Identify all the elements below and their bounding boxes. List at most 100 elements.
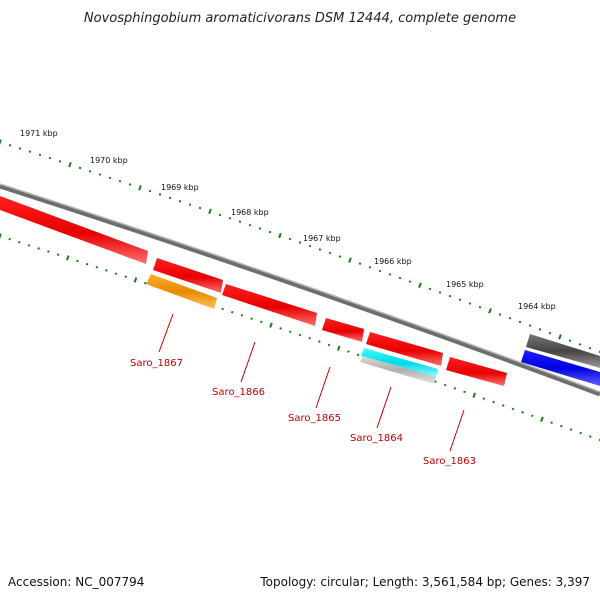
inner-scale-minor-tick xyxy=(347,350,350,353)
inner-scale-minor-tick xyxy=(27,244,31,247)
feature-orange[interactable] xyxy=(146,274,217,309)
scale-label-1971: 1971 kbp xyxy=(20,129,58,138)
gene-label-saro-1864[interactable]: Saro_1864 xyxy=(350,433,403,444)
inner-scale-minor-tick xyxy=(105,269,108,272)
inner-scale-minor-tick xyxy=(560,424,563,428)
inner-scale-minor-tick xyxy=(18,240,21,244)
outer-scale-minor-tick xyxy=(248,223,252,227)
feature-cyan[interactable] xyxy=(361,348,438,378)
accession-text: Accession: NC_007794 xyxy=(8,575,145,589)
outer-scale-minor-tick xyxy=(428,287,432,291)
outer-scale-major-tick xyxy=(488,308,492,314)
outer-scale-minor-tick xyxy=(528,324,532,327)
inner-scale-minor-tick xyxy=(443,383,447,387)
outer-scale-minor-tick xyxy=(538,328,542,331)
outer-scale-minor-tick xyxy=(388,273,392,276)
scale-label-1965: 1965 kbp xyxy=(446,280,484,289)
outer-scale-major-tick xyxy=(278,232,282,239)
gene-saro-1867[interactable] xyxy=(153,258,223,293)
inner-scale-minor-tick xyxy=(85,262,89,266)
outer-scale-minor-tick xyxy=(378,269,382,273)
outer-scale-ticks xyxy=(0,139,600,354)
outer-scale-minor-tick xyxy=(48,156,52,160)
inner-scale-major-tick xyxy=(133,277,138,283)
feature-light-gray[interactable] xyxy=(360,356,436,384)
inner-scale-major-tick xyxy=(336,345,341,351)
inner-scale-minor-tick xyxy=(530,414,534,418)
outer-scale-minor-tick xyxy=(438,291,442,294)
outer-scale-minor-tick xyxy=(28,150,32,153)
gene-feature-left-red[interactable] xyxy=(0,196,148,264)
genome-backbone xyxy=(0,183,600,397)
inner-scale-minor-tick xyxy=(114,272,118,275)
gene-leader-lines xyxy=(158,313,465,452)
leader-saro-1863 xyxy=(449,409,465,452)
inner-scale-minor-tick xyxy=(501,404,505,407)
genome-summary-text: Topology: circular; Length: 3,561,584 bp… xyxy=(260,575,590,589)
inner-scale-minor-tick xyxy=(589,435,592,438)
leader-saro-1867 xyxy=(158,313,174,353)
scale-label-1970: 1970 kbp xyxy=(90,156,128,165)
inner-scale-major-tick xyxy=(540,416,544,422)
inner-scale-minor-tick xyxy=(37,247,40,250)
inner-scale-minor-tick xyxy=(221,307,224,311)
inner-scale-minor-tick xyxy=(289,330,292,334)
gene-saro-1865[interactable] xyxy=(322,318,364,342)
scale-label-1964: 1964 kbp xyxy=(518,302,556,311)
scale-label-1969: 1969 kbp xyxy=(161,183,199,192)
outer-scale-minor-tick xyxy=(108,176,112,180)
gene-labels: Saro_1867 Saro_1866 Saro_1865 Saro_1864 … xyxy=(130,358,476,467)
outer-scale-minor-tick xyxy=(468,302,472,305)
outer-scale-major-tick xyxy=(208,208,212,215)
outer-scale-minor-tick xyxy=(258,227,262,230)
gene-label-saro-1867[interactable]: Saro_1867 xyxy=(130,358,183,369)
outer-scale-minor-tick xyxy=(168,196,172,200)
outer-scale-minor-tick xyxy=(268,230,272,234)
outer-scale-minor-tick xyxy=(308,244,312,248)
outer-scale-minor-tick xyxy=(518,320,522,324)
gene-saro-1863[interactable] xyxy=(446,357,507,386)
outer-scale-minor-tick xyxy=(158,193,162,196)
inner-scale-minor-tick xyxy=(308,336,311,340)
gene-feature-1964-dark[interactable] xyxy=(526,334,600,368)
outer-scale-minor-tick xyxy=(118,179,122,183)
outer-scale-minor-tick xyxy=(508,316,512,320)
outer-scale-minor-tick xyxy=(458,298,462,302)
outer-scale-major-tick xyxy=(348,257,352,263)
scale-label-1967: 1967 kbp xyxy=(303,234,341,243)
inner-scale-major-tick xyxy=(0,233,2,239)
inner-scale-major-tick xyxy=(269,322,273,328)
leader-saro-1864 xyxy=(376,386,392,429)
inner-scale-minor-tick xyxy=(579,431,582,435)
genome-backbone-highlight xyxy=(0,183,600,393)
outer-scale-minor-tick xyxy=(338,255,342,258)
inner-scale-ticks xyxy=(0,233,600,441)
outer-scale-minor-tick xyxy=(128,183,132,186)
outer-scale-minor-tick xyxy=(58,160,62,163)
outer-scale-minor-tick xyxy=(218,213,222,217)
outer-scale-major-tick xyxy=(418,282,422,288)
gene-label-saro-1863[interactable]: Saro_1863 xyxy=(423,456,476,467)
inner-scale-minor-tick xyxy=(56,253,60,256)
inner-scale-minor-tick xyxy=(143,281,147,285)
inner-scale-minor-tick xyxy=(260,320,263,324)
inner-scale-minor-tick xyxy=(95,265,99,269)
leader-saro-1866 xyxy=(240,341,256,383)
outer-scale-minor-tick xyxy=(548,331,552,335)
gene-label-saro-1865[interactable]: Saro_1865 xyxy=(288,413,341,424)
gene-feature-1964-blue[interactable] xyxy=(521,350,600,386)
outer-scale-minor-tick xyxy=(408,280,412,283)
gene-saro-1864[interactable] xyxy=(366,332,443,366)
outer-scale-minor-tick xyxy=(288,237,292,241)
inner-scale-major-tick xyxy=(472,392,476,398)
outer-scale-minor-tick xyxy=(328,251,332,255)
inner-scale-minor-tick xyxy=(356,353,360,357)
gene-saro-1866[interactable] xyxy=(222,284,317,326)
outer-scale-minor-tick xyxy=(38,153,42,157)
scale-label-1968: 1968 kbp xyxy=(231,208,269,217)
gene-label-saro-1866[interactable]: Saro_1866 xyxy=(212,387,265,398)
outer-scale-minor-tick xyxy=(398,276,402,280)
outer-scale-minor-tick xyxy=(298,241,302,244)
inner-scale-minor-tick xyxy=(230,310,234,314)
outer-scale-minor-tick xyxy=(578,343,582,346)
